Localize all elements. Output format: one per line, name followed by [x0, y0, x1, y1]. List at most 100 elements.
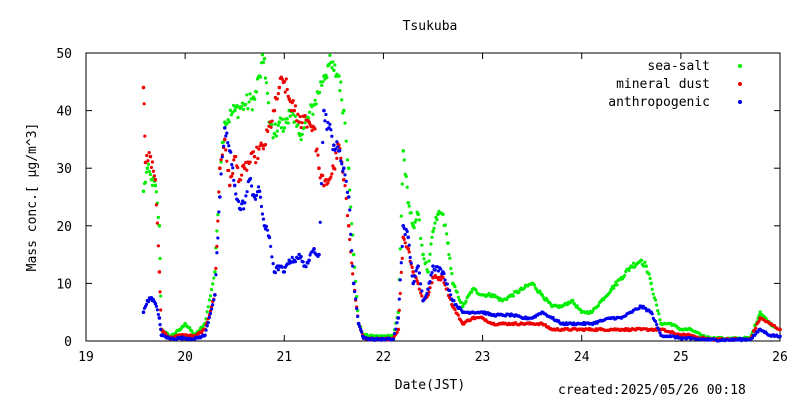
data-point [205, 310, 209, 314]
data-point [656, 309, 660, 313]
data-point [155, 308, 159, 312]
data-point [655, 322, 659, 327]
data-point [637, 306, 641, 311]
data-point [242, 163, 246, 167]
data-point [417, 271, 421, 275]
data-point [439, 278, 443, 282]
data-point [291, 113, 295, 117]
data-point [422, 257, 426, 261]
data-point [655, 303, 659, 307]
data-point [334, 147, 338, 151]
data-point [356, 321, 361, 326]
data-point [449, 266, 453, 271]
data-point [148, 154, 153, 159]
data-point [335, 140, 339, 144]
data-point [146, 159, 150, 163]
data-point [241, 107, 246, 112]
data-point [303, 114, 307, 118]
data-point [406, 247, 411, 251]
data-point [403, 232, 407, 237]
data-point [208, 294, 213, 298]
data-point [146, 162, 151, 166]
data-point [216, 213, 220, 217]
data-point [351, 264, 355, 268]
data-point [264, 81, 269, 85]
x-tick-label: 23 [475, 350, 491, 365]
data-point [419, 236, 423, 241]
legend-marker [738, 64, 742, 68]
data-point [400, 244, 404, 249]
data-point [343, 173, 347, 177]
data-point [236, 165, 240, 170]
data-point [351, 281, 356, 286]
data-point [395, 330, 399, 335]
data-point [242, 207, 246, 211]
data-point [153, 177, 158, 182]
data-point [313, 127, 317, 131]
data-point [433, 268, 437, 272]
data-point [261, 147, 265, 151]
data-point [332, 68, 336, 73]
data-point [305, 125, 309, 129]
data-point [340, 162, 344, 166]
data-point [143, 134, 147, 138]
data-point [341, 166, 346, 170]
data-point [441, 275, 445, 280]
data-point [435, 218, 439, 222]
data-point [409, 211, 413, 215]
data-point [260, 212, 265, 216]
data-point [414, 218, 418, 222]
data-point [329, 128, 333, 132]
data-point [143, 160, 148, 165]
data-point [756, 330, 760, 334]
data-point [430, 235, 434, 239]
data-point [325, 75, 329, 80]
data-point [339, 156, 343, 160]
data-point [258, 195, 263, 199]
data-point [326, 181, 330, 185]
data-point [157, 270, 162, 274]
data-point [149, 165, 154, 170]
data-point [426, 287, 430, 291]
data-point [337, 74, 341, 78]
data-point [292, 120, 297, 124]
data-point [330, 134, 334, 138]
data-point [338, 148, 342, 153]
data-point [143, 180, 148, 184]
data-point [257, 189, 262, 194]
data-point [330, 172, 334, 176]
data-point [399, 270, 403, 274]
data-point [650, 287, 654, 291]
data-point [215, 244, 219, 248]
data-point [245, 190, 249, 194]
data-point [335, 156, 339, 160]
data-point [449, 293, 453, 297]
data-point [410, 274, 414, 278]
data-point [639, 258, 643, 263]
data-point [145, 153, 149, 158]
data-point [227, 183, 232, 188]
data-point [211, 303, 215, 307]
data-point [657, 327, 661, 332]
data-point [445, 232, 449, 236]
data-point [778, 327, 782, 332]
data-point [355, 307, 359, 311]
data-point [239, 178, 243, 182]
data-point [406, 200, 411, 205]
data-point [212, 298, 216, 302]
data-point [275, 129, 279, 133]
data-point [349, 205, 353, 209]
data-point [339, 80, 343, 84]
data-point [270, 122, 274, 127]
data-point [291, 99, 295, 103]
data-point [232, 103, 236, 108]
data-point [257, 147, 261, 151]
data-point [302, 126, 306, 130]
data-point [144, 170, 149, 174]
data-point [272, 108, 277, 113]
data-point [343, 121, 347, 125]
data-point [146, 299, 151, 304]
data-point [276, 123, 280, 127]
data-point [658, 318, 662, 322]
